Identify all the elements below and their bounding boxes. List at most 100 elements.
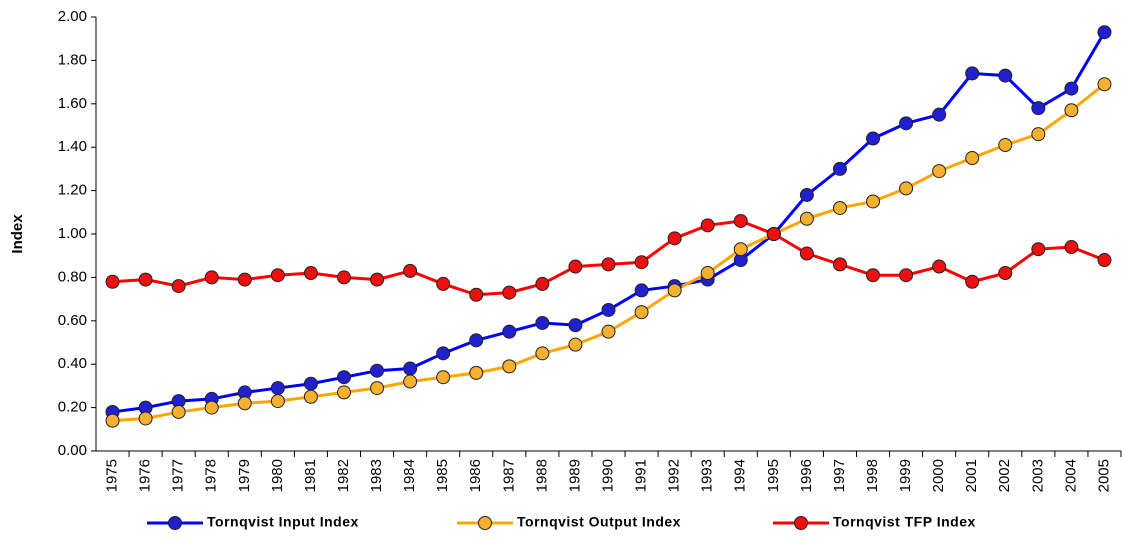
series-line: [112, 31, 1106, 414]
x-tick-label: 1977: [170, 459, 187, 492]
data-point: [634, 305, 649, 320]
data-point: [237, 272, 252, 287]
data-point: [932, 259, 947, 274]
x-tick-label: 1976: [137, 459, 154, 492]
data-point: [138, 272, 153, 287]
y-tick-label: 0.40: [58, 355, 87, 372]
x-tick-label: 1991: [633, 459, 650, 492]
x-tick-label: 2002: [996, 459, 1013, 492]
x-tick-label: 1987: [500, 459, 517, 492]
x-tick-label: 1978: [203, 459, 220, 492]
data-point: [998, 266, 1013, 281]
data-point: [535, 276, 550, 291]
x-tick-label: 1985: [434, 459, 451, 492]
data-point: [799, 187, 814, 202]
data-point: [799, 246, 814, 261]
y-tick-label: 1.60: [58, 95, 87, 112]
data-point: [965, 274, 980, 289]
data-point: [502, 324, 517, 339]
y-tick-label: 2.00: [58, 8, 87, 25]
x-tick-label: 2003: [1029, 459, 1046, 492]
data-point: [568, 318, 583, 333]
data-point: [601, 302, 616, 317]
data-point: [436, 370, 451, 385]
x-tick-label: 2005: [1095, 459, 1112, 492]
x-tick-label: 1980: [269, 459, 286, 492]
data-point: [436, 276, 451, 291]
data-point: [733, 242, 748, 257]
x-tick-label: 1988: [533, 459, 550, 492]
x-tick-label: 1993: [699, 459, 716, 492]
data-point: [1097, 25, 1112, 40]
data-point: [171, 404, 186, 419]
x-tick-label: 1982: [335, 459, 352, 492]
data-point: [1064, 81, 1079, 96]
data-point: [204, 400, 219, 415]
data-point: [171, 279, 186, 294]
x-tick-label: 1990: [599, 459, 616, 492]
data-point: [866, 131, 881, 146]
data-point: [336, 385, 351, 400]
data-point: [105, 413, 120, 428]
data-point: [403, 361, 418, 376]
x-tick-label: 1996: [798, 459, 815, 492]
data-point: [303, 389, 318, 404]
data-point: [403, 374, 418, 389]
data-point: [799, 211, 814, 226]
data-point: [1097, 253, 1112, 268]
data-point: [932, 107, 947, 122]
data-point: [932, 164, 947, 179]
x-tick-label: 1983: [368, 459, 385, 492]
x-tick-label: 1998: [864, 459, 881, 492]
legend-marker: [794, 516, 808, 530]
data-point: [237, 396, 252, 411]
data-point: [303, 376, 318, 391]
x-tick-label: 1999: [897, 459, 914, 492]
data-point: [303, 266, 318, 281]
y-tick-label: 1.80: [58, 51, 87, 68]
y-tick-label: 0.80: [58, 268, 87, 285]
y-axis-label: Index: [9, 214, 26, 254]
data-point: [568, 337, 583, 352]
x-tick-label: 1981: [302, 459, 319, 492]
x-tick-label: 2004: [1062, 459, 1079, 492]
x-tick-label: 2001: [963, 459, 980, 492]
data-point: [436, 346, 451, 361]
x-tick-label: 1997: [831, 459, 848, 492]
x-tick-label: 1992: [666, 459, 683, 492]
data-point: [370, 381, 385, 396]
data-point: [899, 268, 914, 283]
series-line: [112, 83, 1106, 423]
data-point: [535, 346, 550, 361]
data-point: [403, 263, 418, 278]
x-tick-label: 1975: [104, 459, 121, 492]
data-point: [502, 359, 517, 374]
data-point: [270, 394, 285, 409]
data-point: [370, 363, 385, 378]
y-tick-label: 0.00: [58, 442, 87, 459]
data-point: [469, 287, 484, 302]
data-point: [1031, 127, 1046, 142]
data-point: [700, 266, 715, 281]
y-tick-label: 1.40: [58, 138, 87, 155]
x-tick-label: 1989: [566, 459, 583, 492]
legend-label: Tornqvist Output Index: [517, 514, 681, 530]
x-tick-label: 1986: [467, 459, 484, 492]
data-point: [899, 181, 914, 196]
data-point: [965, 66, 980, 81]
x-tick-label: 1979: [236, 459, 253, 492]
data-point: [535, 315, 550, 330]
data-point: [1064, 240, 1079, 255]
data-point: [965, 151, 980, 166]
data-point: [667, 283, 682, 298]
data-point: [1064, 103, 1079, 118]
data-point: [899, 116, 914, 131]
data-point: [1031, 242, 1046, 257]
y-tick-label: 1.00: [58, 225, 87, 242]
data-point: [601, 257, 616, 272]
data-point: [998, 138, 1013, 153]
data-point: [1097, 77, 1112, 92]
data-point: [469, 365, 484, 380]
data-point: [998, 68, 1013, 83]
data-point: [700, 218, 715, 233]
